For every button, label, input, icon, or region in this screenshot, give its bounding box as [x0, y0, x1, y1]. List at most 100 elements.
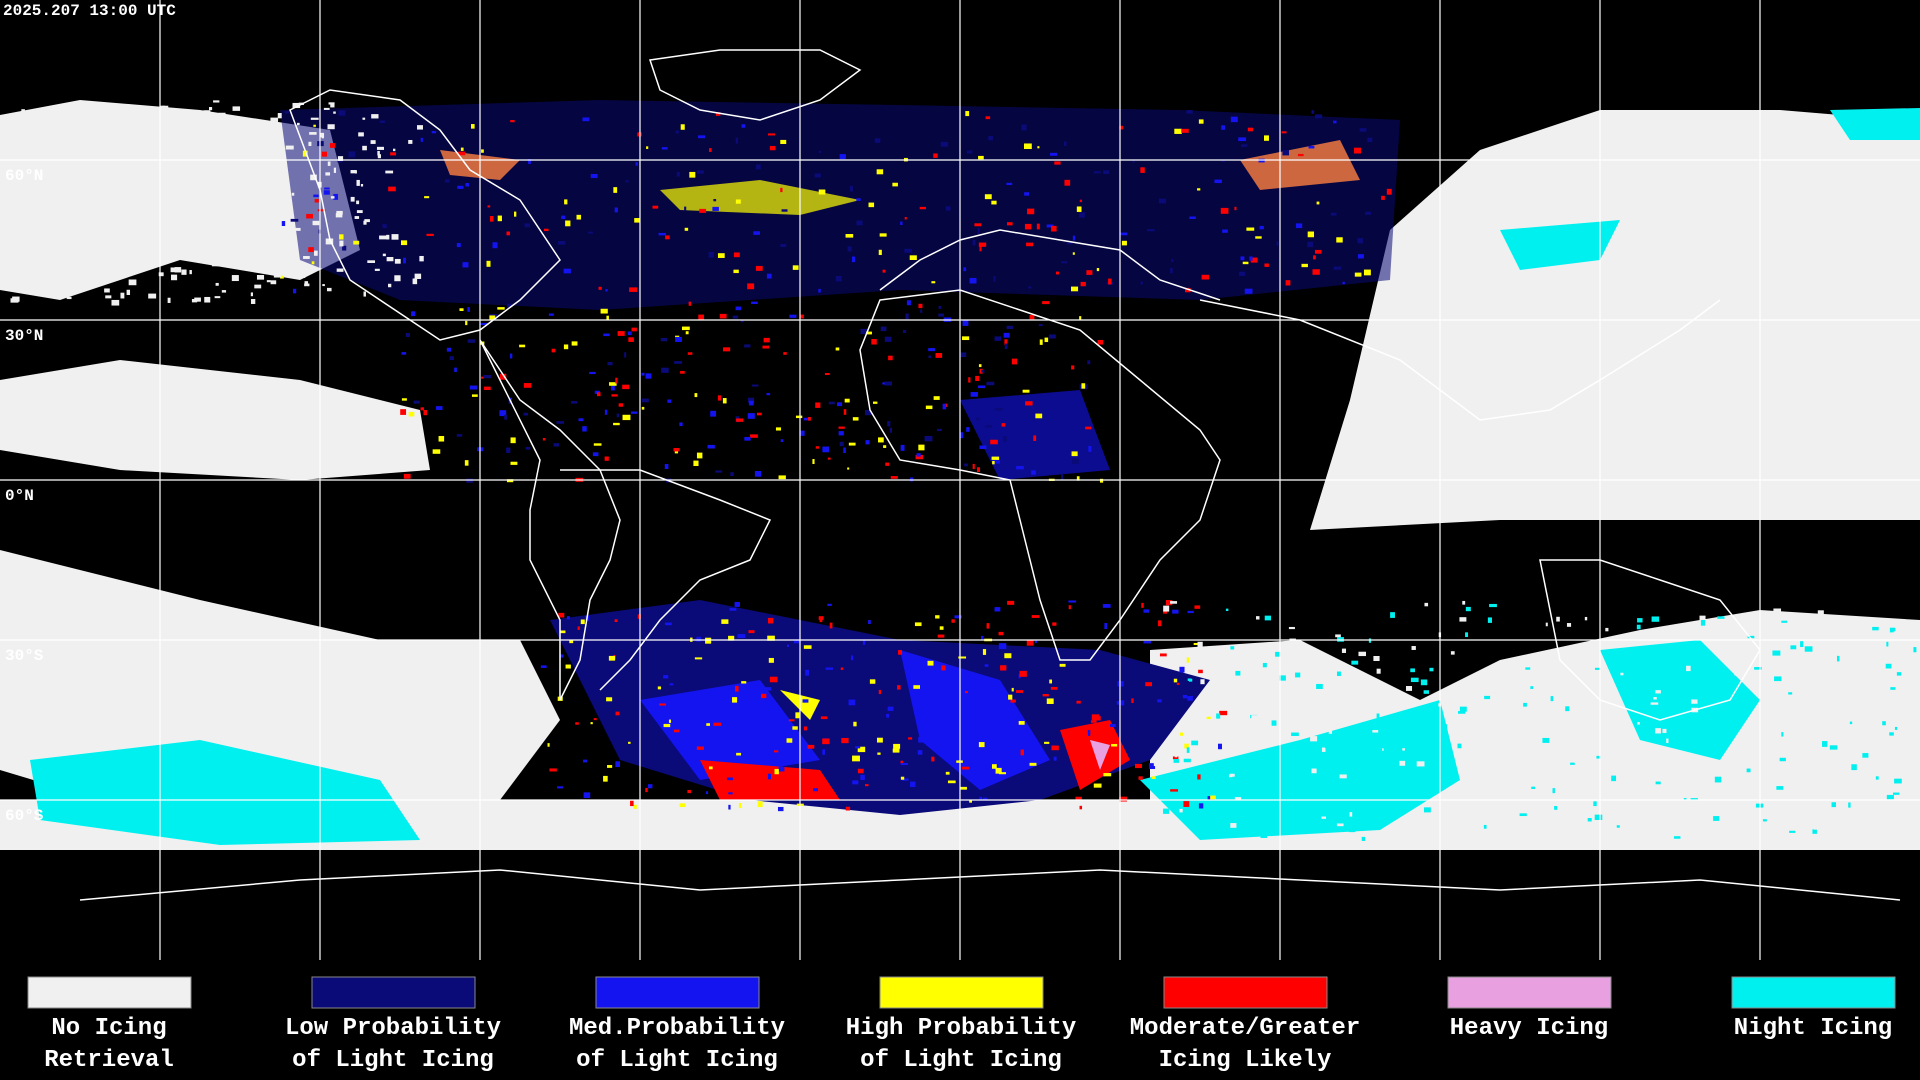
speckle — [1483, 824, 1487, 829]
speckle — [1020, 749, 1024, 756]
speckle — [728, 804, 731, 810]
speckle — [1044, 741, 1050, 744]
speckle — [878, 437, 884, 443]
speckle — [667, 399, 672, 403]
latitude-label: 30°N — [5, 327, 43, 345]
speckle — [1187, 696, 1193, 701]
speckle — [1893, 631, 1902, 636]
legend-label: of Light Icing — [576, 1047, 778, 1074]
speckle — [1357, 238, 1364, 244]
speckle — [978, 155, 984, 160]
speckle — [456, 243, 461, 248]
speckle — [746, 749, 749, 755]
speckle — [229, 264, 234, 269]
speckle — [57, 183, 62, 189]
speckle — [326, 287, 332, 292]
speckle — [1620, 672, 1624, 676]
speckle — [603, 775, 608, 782]
speckle — [1171, 259, 1174, 263]
speckle — [1301, 776, 1305, 781]
speckle — [1354, 272, 1362, 277]
speckle — [906, 300, 911, 306]
speckle — [918, 303, 923, 309]
speckle — [1325, 743, 1331, 749]
speckle — [580, 619, 585, 625]
speckle — [696, 636, 701, 642]
speckle — [1186, 110, 1193, 114]
speckle — [1523, 702, 1527, 707]
speckle — [218, 112, 226, 115]
speckle — [1198, 119, 1204, 124]
speckle — [563, 268, 571, 274]
speckle — [1349, 812, 1353, 817]
speckle — [1234, 206, 1237, 211]
speckle — [1490, 747, 1494, 752]
speckle — [1200, 679, 1205, 685]
speckle — [992, 461, 995, 465]
speckle — [1336, 237, 1343, 243]
speckle — [965, 111, 970, 117]
speckle — [1182, 694, 1188, 699]
speckle — [161, 245, 165, 249]
speckle — [852, 780, 859, 785]
speckle — [828, 401, 835, 405]
speckle — [829, 622, 833, 629]
speckle — [254, 284, 262, 289]
speckle — [684, 206, 687, 211]
speckle — [730, 472, 734, 476]
speckle — [1029, 762, 1037, 766]
speckle — [1339, 805, 1345, 810]
speckle — [458, 151, 466, 156]
speckle — [741, 124, 746, 128]
speckle — [542, 437, 546, 441]
speckle — [969, 799, 972, 803]
speckle — [519, 344, 526, 348]
speckle — [674, 449, 679, 454]
speckle — [1194, 727, 1200, 730]
speckle — [314, 250, 318, 256]
speckle — [1876, 747, 1882, 752]
speckle — [350, 196, 355, 202]
speckle — [19, 243, 23, 250]
legend-label: High Probability — [846, 1015, 1076, 1042]
speckle — [24, 228, 28, 235]
speckle — [319, 132, 325, 138]
speckle — [822, 749, 826, 755]
speckle — [1781, 732, 1784, 737]
speckle — [1903, 813, 1911, 819]
speckle — [792, 726, 798, 730]
speckle — [96, 171, 101, 174]
speckle — [544, 228, 549, 232]
speckle — [322, 284, 325, 287]
speckle — [1079, 316, 1082, 320]
speckle — [941, 665, 946, 671]
speckle — [918, 736, 926, 743]
speckle — [916, 453, 921, 457]
speckle — [1584, 616, 1588, 621]
speckle — [721, 619, 729, 624]
speckle — [1535, 720, 1542, 726]
speckle — [114, 245, 119, 250]
speckle — [747, 397, 755, 403]
speckle — [835, 347, 840, 351]
speckle — [281, 221, 286, 226]
speckle — [1531, 786, 1536, 789]
night-patch — [1500, 220, 1620, 270]
speckle — [1713, 816, 1720, 821]
speckle — [403, 257, 406, 264]
speckle — [446, 347, 452, 352]
speckle — [913, 685, 921, 689]
speckle — [1880, 800, 1885, 803]
speckle — [556, 421, 564, 424]
speckle — [1466, 794, 1472, 798]
speckle — [1071, 286, 1079, 292]
speckle — [1699, 615, 1706, 621]
speckle — [1464, 765, 1467, 768]
speckle — [1628, 682, 1632, 686]
speckle — [664, 464, 669, 470]
speckle — [795, 415, 803, 419]
speckle — [561, 215, 566, 219]
speckle — [1335, 634, 1341, 638]
speckle — [379, 235, 388, 240]
speckle — [1313, 255, 1316, 260]
